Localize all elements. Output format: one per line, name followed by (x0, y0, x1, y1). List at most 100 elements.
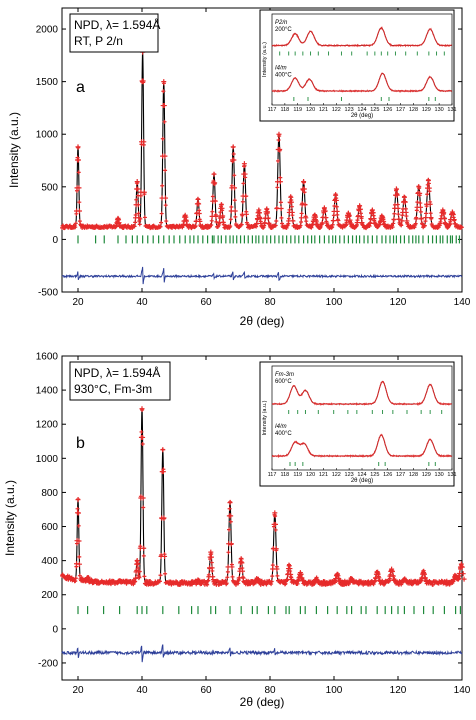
y-axis-label: Intensity (a.u.) (3, 480, 17, 556)
observed-point (289, 204, 294, 209)
x-tick-label: 140 (454, 297, 471, 308)
inset-x-tick-label: 131 (447, 472, 456, 478)
inset-temp-label: 400°C (275, 431, 292, 437)
observed-point (390, 225, 395, 230)
y-tick-label: 2000 (36, 25, 59, 36)
observed-point (163, 571, 168, 576)
y-tick-label: 400 (41, 556, 58, 567)
inset-x-tick-label: 124 (357, 472, 366, 478)
observed-point (134, 197, 139, 202)
observed-point (256, 579, 262, 585)
observed-point (269, 579, 274, 584)
observed-point (162, 553, 168, 559)
observed-point (209, 565, 215, 571)
inset-x-tick-label: 126 (383, 472, 392, 478)
x-tick-label: 120 (390, 297, 407, 308)
inset-temp-label: 200°C (275, 27, 292, 33)
y-tick-label: -500 (38, 288, 58, 299)
observed-point (264, 209, 270, 215)
observed-point (459, 564, 465, 570)
observed-point (316, 579, 322, 585)
observed-point (240, 568, 246, 574)
observed-point (430, 582, 435, 587)
observed-point (225, 575, 230, 580)
observed-point (381, 222, 387, 228)
observed-point (209, 218, 214, 223)
observed-point (76, 523, 81, 528)
observed-point (212, 198, 218, 204)
observed-point (256, 207, 262, 213)
observed-point (357, 203, 363, 209)
observed-point (196, 210, 202, 216)
annotation-line-2: 930°C, Fm-3m (74, 382, 152, 396)
annotation-box (69, 13, 159, 53)
observed-point (425, 178, 431, 184)
observed-point (313, 214, 319, 220)
observed-point (220, 213, 226, 219)
y-axis-label: Intensity (a.u.) (7, 112, 21, 188)
inset-x-tick-label: 128 (409, 107, 418, 113)
inset-x-tick-label: 121 (319, 472, 328, 478)
observed-point (451, 217, 457, 223)
observed-point (159, 220, 164, 225)
observed-point (230, 574, 235, 579)
observed-point (324, 220, 330, 226)
observed-point (333, 192, 339, 198)
observed-point (140, 78, 146, 84)
observed-point (424, 211, 429, 216)
observed-point (391, 221, 396, 226)
observed-point (279, 215, 284, 220)
observed-point (346, 212, 352, 218)
observed-point (184, 221, 190, 227)
inset-x-tick-label: 129 (422, 107, 431, 113)
plot-frame (61, 355, 463, 681)
difference-curve (61, 644, 463, 663)
observed-point (75, 510, 81, 516)
observed-point (208, 554, 214, 560)
observed-point (278, 205, 284, 211)
inset-phase-label: Fm-3m (275, 372, 294, 378)
observed-point (228, 224, 233, 229)
observed-point (208, 549, 214, 555)
observed-point (332, 204, 337, 209)
observed-point (163, 195, 169, 201)
observed-point (134, 179, 140, 185)
observed-point (442, 216, 448, 222)
x-tick-label: 60 (200, 685, 212, 696)
observed-point (391, 577, 397, 583)
observed-point (458, 561, 464, 567)
observed-point (241, 161, 247, 167)
inset-phase-label: I4/m (275, 424, 287, 430)
y-tick-label: 1500 (36, 77, 59, 88)
observed-point (276, 158, 280, 163)
inset-x-tick-label: 119 (293, 472, 302, 478)
observed-point (228, 519, 233, 524)
inset-phase-label: P2/n (275, 20, 288, 26)
annotation-box (69, 361, 171, 401)
observed-point (423, 215, 429, 221)
observed-point (162, 119, 167, 124)
x-tick-label: 100 (326, 297, 343, 308)
observed-point (163, 203, 168, 208)
observed-point (274, 218, 279, 223)
observed-point (418, 578, 424, 584)
observed-point (277, 146, 283, 152)
observed-point (423, 578, 429, 584)
inset-observed (271, 433, 453, 459)
observed-point (298, 215, 304, 221)
observed-point (238, 556, 244, 562)
observed-point (225, 569, 230, 574)
observed-point (417, 190, 423, 196)
observed-point (231, 152, 236, 157)
observed-point (376, 575, 382, 581)
inset-x-tick-label: 123 (345, 472, 354, 478)
observed-point (289, 209, 295, 215)
observed-point (389, 568, 395, 574)
observed-point (240, 199, 245, 204)
observed-point (231, 157, 237, 163)
observed-point (77, 219, 82, 224)
observed-point (351, 579, 357, 585)
observed-point (299, 211, 304, 216)
inset-x-tick-label: 120 (306, 472, 315, 478)
observed-point (135, 569, 141, 575)
